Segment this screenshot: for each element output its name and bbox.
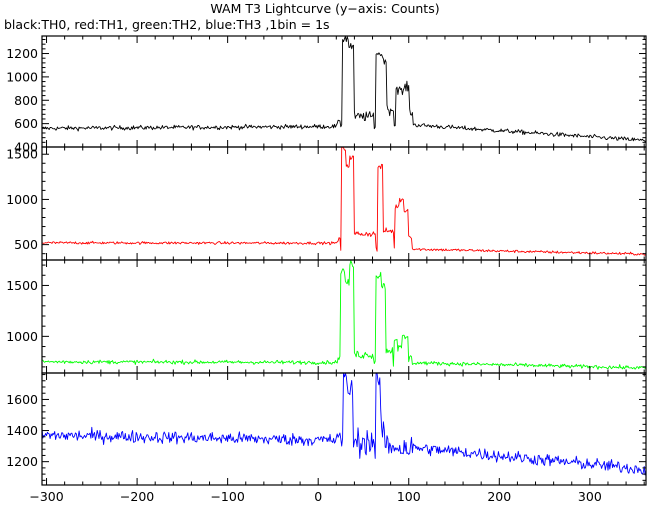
panel-frame-th3 [41,372,647,486]
y-tick-label-th0: 1200 [6,46,38,61]
panel-th2: 1000 1500 [6,259,647,374]
x-tick-label: −200 [120,489,154,504]
y-tick-label-th3: 1400 [6,423,38,438]
x-tick-label: 100 [397,489,421,504]
x-tick-label: −300 [29,489,63,504]
panels-group: 4006008001000120050010001500100015001200… [6,35,647,504]
panel-th1: 500 1000 1500 [6,146,647,261]
panel-th0: 400 600 800 1000 1200 [6,35,647,155]
y-tick-label-th0: 1000 [6,69,38,84]
x-tick-label: 300 [578,489,602,504]
y-tick-label-th0: 400 [14,140,38,155]
series-line-th1 [41,146,647,256]
y-tick-label-th1: 1500 [6,147,38,162]
x-tick-label: −100 [210,489,244,504]
y-tick-label-th3: 1600 [6,392,38,407]
series-line-th3 [41,372,647,476]
y-tick-label-th1: 1000 [6,192,38,207]
series-line-th0 [41,35,647,142]
chart-title: WAM T3 Lightcurve (y−axis: Counts) [210,1,440,16]
y-tick-label-th0: 800 [14,93,38,108]
y-tick-label-th2: 1000 [6,329,38,344]
y-tick-label-th1: 500 [14,237,38,252]
y-tick-label-th3: 1200 [6,454,38,469]
x-tick-label: 0 [314,489,322,504]
panel-frame-th0 [41,35,647,148]
panel-th3: 1200 1400 1600 −300 −200 −100 0 100 200 300 [6,372,647,504]
panel-frame-th2 [41,259,647,374]
x-tick-label: 200 [487,489,511,504]
y-tick-label-th0: 600 [14,116,38,131]
series-line-th2 [41,260,647,370]
chart-subtitle: black:TH0, red:TH1, green:TH2, blue:TH3 … [4,17,330,32]
y-tick-label-th2: 1500 [6,278,38,293]
